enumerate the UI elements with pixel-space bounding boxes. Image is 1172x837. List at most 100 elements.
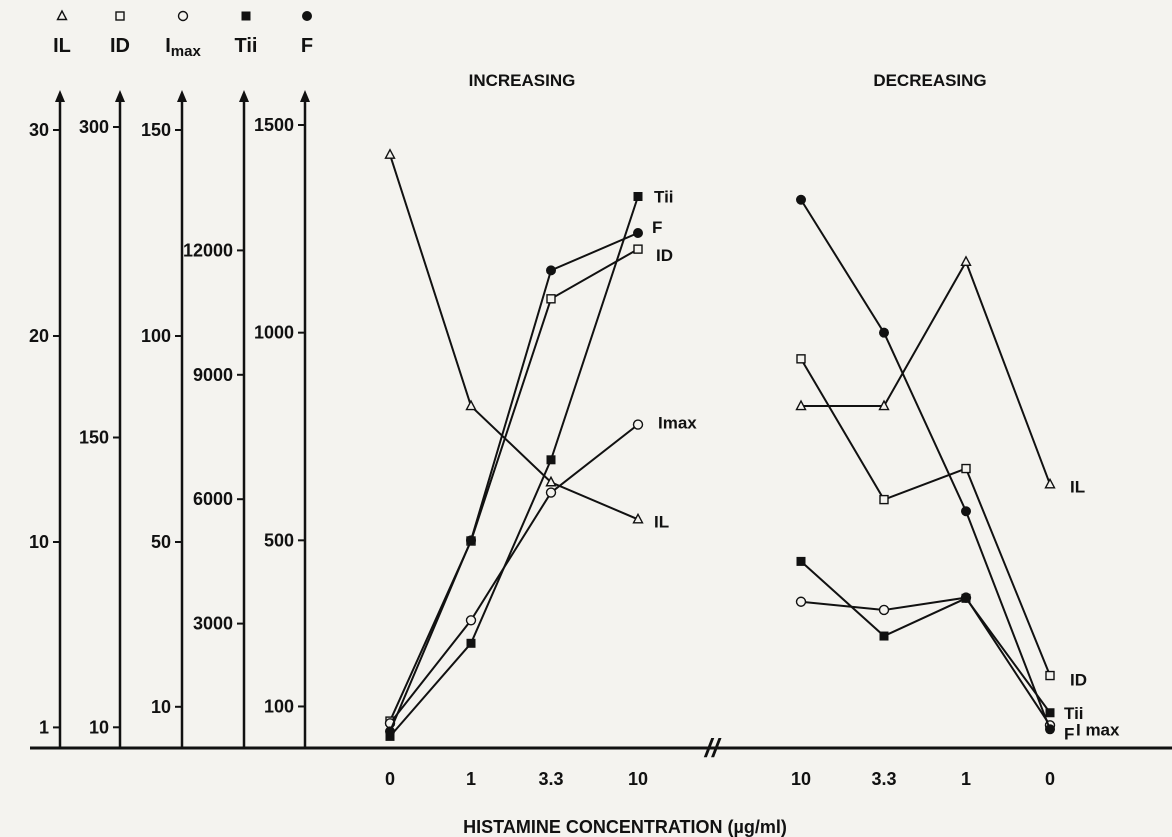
axis-arrow-f xyxy=(300,90,310,102)
axis-tick-label-f: 100 xyxy=(264,696,294,716)
data-point-il xyxy=(960,255,972,267)
data-point-f xyxy=(546,265,556,276)
axis-arrow-tii xyxy=(239,90,249,102)
axis-tick-label-il: 20 xyxy=(29,326,49,346)
panel-heading-increasing: INCREASING xyxy=(469,71,576,90)
series-end-label-tii: Tii xyxy=(1064,704,1084,723)
data-point-f xyxy=(879,327,889,338)
axis-tick-label-f: 1000 xyxy=(254,323,294,343)
axis-tick-label-tii: 6000 xyxy=(193,489,233,509)
series-line-id-increasing xyxy=(389,248,639,722)
axis-arrow-il xyxy=(55,90,65,102)
axis-tick-label-imax: 150 xyxy=(141,120,171,140)
legend-marker-tii xyxy=(241,11,251,21)
axis-tick-label-imax: 10 xyxy=(151,697,171,717)
data-point-id xyxy=(1045,670,1055,681)
data-point-f xyxy=(961,506,971,517)
data-point-id xyxy=(633,244,643,254)
legend-label-il: IL xyxy=(53,35,71,57)
series-end-label-il: IL xyxy=(654,512,669,531)
legend-marker-id xyxy=(115,11,125,21)
series-end-label-imax: I max xyxy=(1076,720,1120,739)
axis-tick-label-imax: 50 xyxy=(151,532,171,552)
x-tick-label: 10 xyxy=(628,769,648,789)
axis-tick-label-id: 150 xyxy=(79,428,109,448)
legend-label-imax: Imax xyxy=(165,35,201,60)
series-line-il-increasing xyxy=(389,154,639,521)
x-tick-label: 10 xyxy=(791,769,811,789)
x-tick-label: 1 xyxy=(466,769,476,789)
data-point-tii xyxy=(961,593,971,603)
data-point-tii xyxy=(466,638,476,648)
panel-heading-decreasing: DECREASING xyxy=(873,71,986,90)
series-end-label-f: F xyxy=(1064,724,1074,743)
axis-tick-label-tii: 9000 xyxy=(193,365,233,385)
legend-marker-il xyxy=(56,9,68,21)
x-tick-label: 3.3 xyxy=(538,769,563,789)
legend-marker-f xyxy=(302,11,312,21)
axis-tick-label-imax: 100 xyxy=(141,326,171,346)
axis-tick-label-id: 300 xyxy=(79,117,109,137)
axis-tick-label-il: 10 xyxy=(29,532,49,552)
data-point-il xyxy=(632,512,644,524)
y-axes: 1 10 20 30 10 150 300 10 50 100 150 3000 6000 9000 120… xyxy=(29,90,1172,750)
series-end-label-il: IL xyxy=(1070,477,1085,496)
data-point-f xyxy=(385,726,395,737)
data-point-tii xyxy=(879,631,889,641)
series-line-f-decreasing xyxy=(800,199,1051,730)
series-line-il-decreasing xyxy=(801,259,1051,485)
series-end-label-id: ID xyxy=(1070,671,1087,690)
x-axis: 0 1 3.3 10 10 3.3 1 0//HISTAMINE CONCENTRATION … xyxy=(385,733,1055,837)
axis-tick-label-f: 500 xyxy=(264,530,294,550)
data-point-il xyxy=(878,399,890,411)
axis-tick-label-f: 1500 xyxy=(254,115,294,135)
data-point-imax xyxy=(795,596,807,607)
legend-marker-imax xyxy=(177,10,189,22)
series-end-label-imax: Imax xyxy=(658,414,697,433)
x-tick-label: 0 xyxy=(1045,769,1055,789)
legend-label-id: ID xyxy=(110,35,130,57)
data-point-imax xyxy=(878,604,890,616)
x-axis-title: HISTAMINE CONCENTRATION (µg/ml) xyxy=(463,817,787,837)
x-tick-label: 3.3 xyxy=(871,769,896,789)
legend-label-tii: Tii xyxy=(235,35,258,57)
series-end-label-tii: Tii xyxy=(654,187,674,206)
data-point-id xyxy=(879,494,889,505)
series-line-tii-increasing xyxy=(389,196,639,738)
data-point-tii xyxy=(1045,708,1055,718)
data-point-id xyxy=(546,294,556,304)
data-point-tii xyxy=(546,455,556,465)
series-line-imax-decreasing xyxy=(800,596,1051,726)
series-line-tii-decreasing xyxy=(800,560,1051,714)
data-point-id xyxy=(796,354,806,364)
data-point-imax xyxy=(545,487,557,498)
panel-headings: INCREASING DECREASING xyxy=(469,71,987,90)
legend-label-f: F xyxy=(301,35,313,57)
data-point-tii xyxy=(633,191,643,201)
series-line-imax-increasing xyxy=(389,423,639,724)
axis-arrow-imax xyxy=(177,90,187,102)
series-line-f-increasing xyxy=(389,232,639,732)
legend: IL ID Imax Tii F xyxy=(53,9,313,60)
data-point-il xyxy=(384,148,396,159)
data-point-tii xyxy=(385,731,395,741)
axis-tick-label-il: 1 xyxy=(39,717,49,737)
data-point-il xyxy=(795,399,807,411)
data-point-f xyxy=(466,535,476,546)
axis-tick-label-tii: 12000 xyxy=(183,240,233,260)
series-end-label-f: F xyxy=(652,218,662,237)
data-point-f xyxy=(633,227,643,238)
x-tick-label: 1 xyxy=(961,769,971,789)
x-tick-label: 0 xyxy=(385,769,395,789)
data-point-il xyxy=(465,399,477,411)
axis-tick-label-il: 30 xyxy=(29,120,49,140)
data-point-f xyxy=(1045,724,1055,735)
data-point-imax xyxy=(465,615,477,626)
data-point-tii xyxy=(796,556,806,566)
data-point-f xyxy=(796,194,806,205)
series-line-id-decreasing xyxy=(800,358,1051,676)
data-point-il xyxy=(545,475,557,487)
data-point-imax xyxy=(632,419,644,430)
axis-tick-label-id: 10 xyxy=(89,717,109,737)
